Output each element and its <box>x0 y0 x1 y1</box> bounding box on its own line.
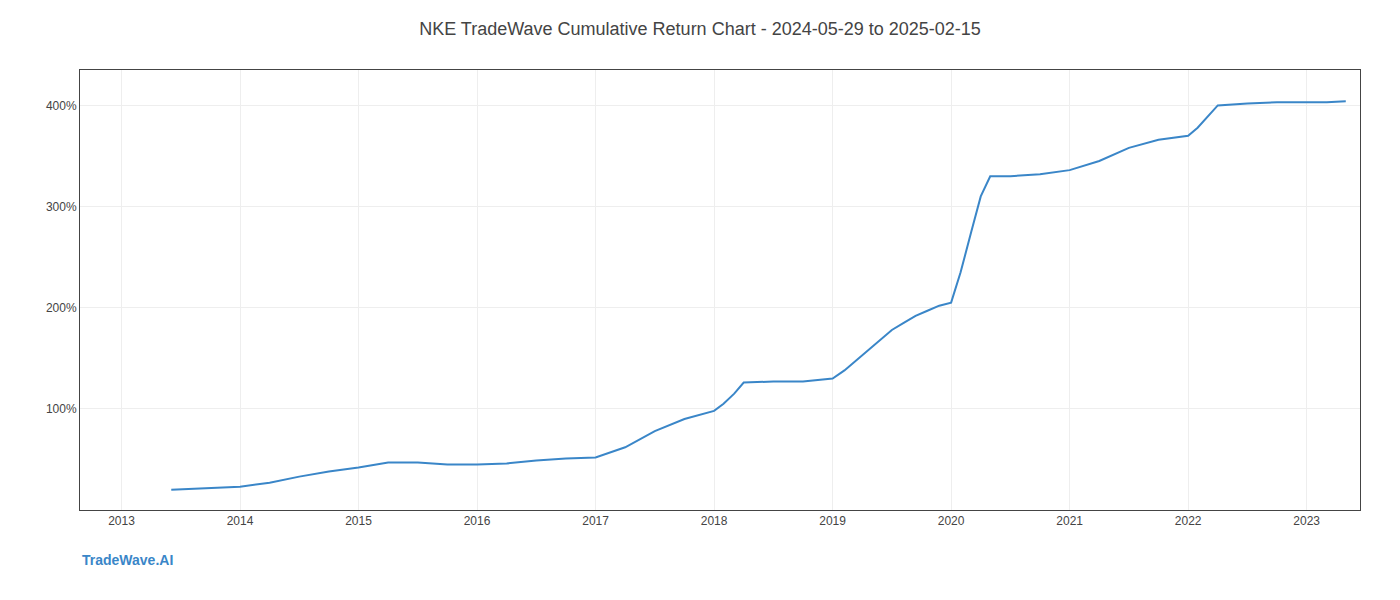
svg-text:2022: 2022 <box>1175 514 1202 528</box>
svg-text:2014: 2014 <box>227 514 254 528</box>
svg-text:300%: 300% <box>46 200 77 214</box>
svg-text:2021: 2021 <box>1056 514 1083 528</box>
svg-text:2019: 2019 <box>819 514 846 528</box>
svg-text:2020: 2020 <box>938 514 965 528</box>
svg-text:100%: 100% <box>46 402 77 416</box>
svg-text:2018: 2018 <box>701 514 728 528</box>
svg-text:400%: 400% <box>46 99 77 113</box>
svg-text:TradeWave.AI: TradeWave.AI <box>82 552 173 568</box>
svg-text:2015: 2015 <box>345 514 372 528</box>
svg-text:2016: 2016 <box>464 514 491 528</box>
svg-text:2013: 2013 <box>108 514 135 528</box>
svg-text:NKE TradeWave Cumulative Retur: NKE TradeWave Cumulative Return Chart - … <box>419 19 981 39</box>
svg-text:2023: 2023 <box>1293 514 1320 528</box>
svg-text:200%: 200% <box>46 301 77 315</box>
svg-text:2017: 2017 <box>582 514 609 528</box>
